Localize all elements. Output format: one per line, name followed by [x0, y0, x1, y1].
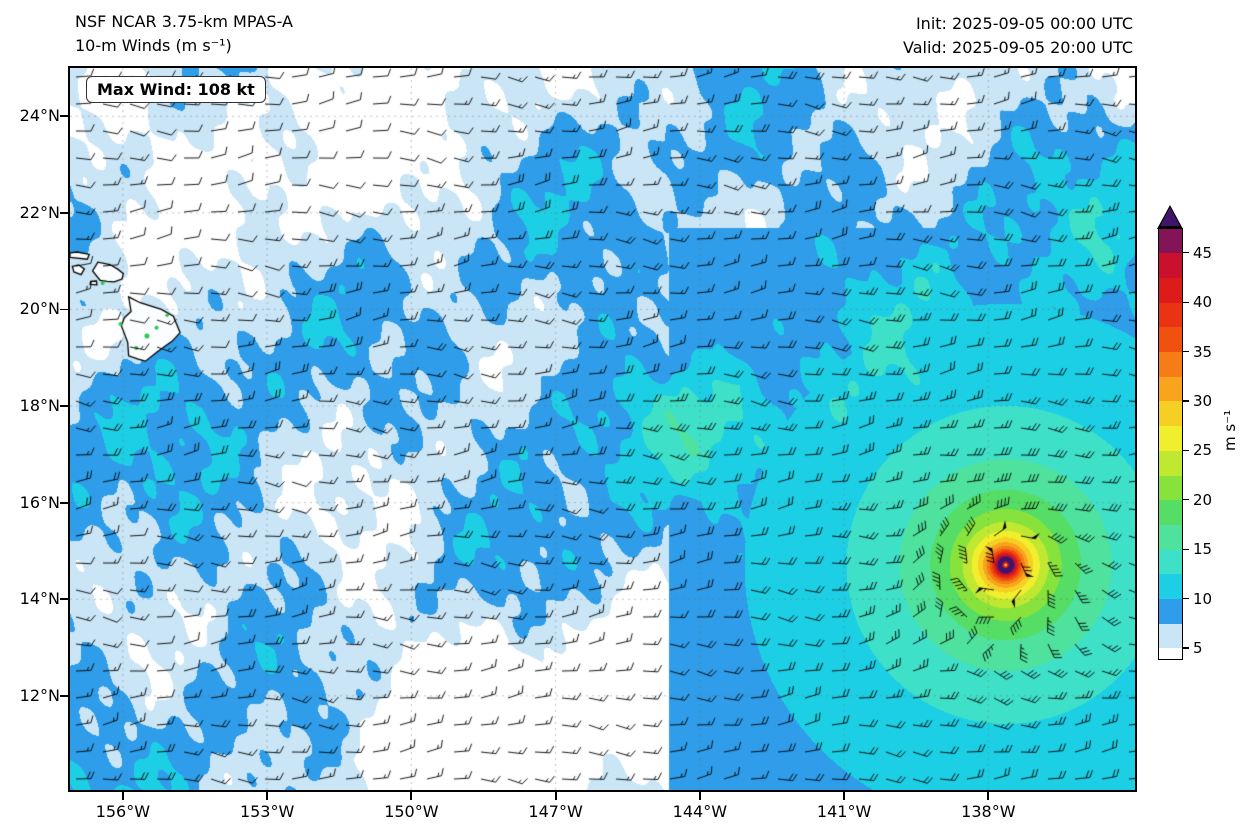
- wind-field-canvas: [70, 68, 1135, 790]
- colorbar-segment: [1158, 401, 1183, 427]
- lon-tick-label: 138°W: [961, 802, 1016, 821]
- lon-tick-label: 147°W: [528, 802, 583, 821]
- lon-tick-label: 156°W: [95, 802, 151, 821]
- colorbar-tick-label: 30: [1193, 392, 1213, 410]
- lat-tick-mark: [60, 115, 68, 118]
- init-time: Init: 2025-09-05 00:00 UTC: [915, 14, 1133, 33]
- colorbar-segment: [1158, 549, 1183, 575]
- lon-tick-mark: [987, 792, 990, 800]
- colorbar-segment: [1158, 252, 1183, 278]
- plot-subtitle: 10-m Winds (m s⁻¹): [75, 36, 232, 55]
- lat-tick-mark: [60, 405, 68, 407]
- colorbar-tick-mark: [1183, 647, 1189, 649]
- colorbar-tick-label: 10: [1193, 589, 1213, 608]
- colorbar-segment: [1158, 573, 1183, 600]
- lat-tick-label: 16°N: [19, 492, 60, 512]
- colorbar-tick-mark: [1183, 301, 1189, 303]
- lat-tick-label: 22°N: [19, 202, 60, 222]
- colorbar-segment: [1158, 623, 1183, 649]
- colorbar-tick-mark: [1183, 400, 1189, 402]
- lat-tick-mark: [60, 598, 68, 601]
- colorbar-extend-arrow: [1159, 207, 1180, 227]
- colorbar-tick-label: 25: [1193, 441, 1213, 460]
- colorbar-segment: [1158, 302, 1183, 328]
- plot-title: NSF NCAR 3.75-km MPAS-A: [75, 12, 293, 31]
- lat-tick-mark: [60, 308, 68, 311]
- lon-tick-mark: [266, 792, 269, 800]
- lat-tick-mark: [60, 501, 68, 504]
- colorbar-segment: [1158, 598, 1183, 624]
- colorbar-tick-mark: [1183, 548, 1189, 550]
- colorbar-tick-label: 40: [1193, 293, 1213, 312]
- colorbar-segment: [1158, 499, 1183, 525]
- map-panel: Max Wind: 108 kt: [68, 66, 1137, 792]
- lat-tick-label: 18°N: [19, 396, 60, 416]
- lon-tick-label: 144°W: [672, 802, 728, 821]
- lat-tick-mark: [60, 694, 68, 697]
- lat-tick-label: 20°N: [19, 299, 60, 319]
- lon-tick-label: 153°W: [239, 802, 295, 821]
- colorbar-segment: [1158, 277, 1183, 303]
- colorbar-segment: [1158, 475, 1183, 501]
- valid-time: Valid: 2025-09-05 20:00 UTC: [902, 38, 1133, 57]
- lon-tick-mark: [554, 792, 557, 800]
- colorbar-segment: [1158, 524, 1183, 550]
- lat-tick-label: 24°N: [19, 106, 60, 126]
- colorbar-tick-mark: [1183, 598, 1189, 600]
- lon-tick-mark: [121, 792, 124, 800]
- colorbar-tick-mark: [1183, 351, 1189, 353]
- colorbar-segment: [1158, 450, 1183, 476]
- colorbar-tick-mark: [1183, 449, 1189, 451]
- colorbar-segment: [1158, 376, 1183, 402]
- colorbar-segment: [1158, 425, 1183, 451]
- lat-tick-mark: [60, 211, 68, 214]
- colorbar-tick-label: 5: [1193, 639, 1203, 657]
- colorbar-tick-label: 15: [1193, 540, 1213, 559]
- colorbar-segment: [1158, 326, 1183, 353]
- colorbar-segment: [1158, 228, 1183, 254]
- colorbar-segment-under: [1158, 648, 1183, 660]
- lon-tick-mark: [843, 792, 845, 800]
- lon-tick-mark: [698, 792, 701, 800]
- run-times: Init: 2025-09-05 00:00 UTC Valid: 2025-0…: [903, 12, 1133, 60]
- colorbar-units-label: m s⁻¹: [1221, 409, 1239, 451]
- lon-tick-label: 141°W: [816, 802, 872, 821]
- lon-tick-mark: [410, 792, 413, 800]
- colorbar-tick-label: 45: [1193, 243, 1213, 262]
- colorbar-outline: [1158, 228, 1183, 660]
- colorbar-tick-mark: [1183, 499, 1189, 501]
- max-wind-badge: Max Wind: 108 kt: [86, 76, 266, 103]
- colorbar-segment: [1158, 351, 1183, 377]
- lat-tick-label: 14°N: [19, 589, 60, 609]
- lon-tick-label: 150°W: [384, 802, 439, 821]
- lat-tick-label: 12°N: [19, 685, 60, 705]
- colorbar-tick-mark: [1183, 252, 1189, 254]
- colorbar-tick-label: 20: [1193, 490, 1213, 509]
- colorbar-tick-label: 35: [1193, 342, 1213, 361]
